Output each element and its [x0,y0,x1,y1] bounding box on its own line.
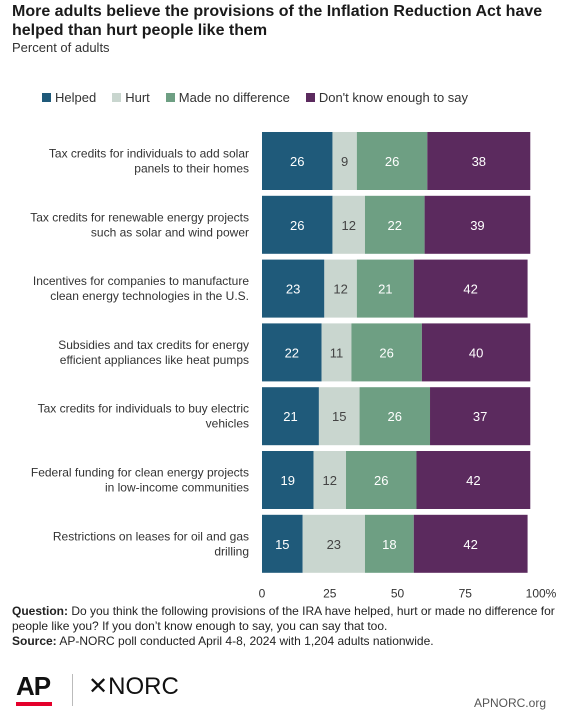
source-text: AP-NORC poll conducted April 4-8, 2024 w… [56,634,434,648]
bar-helped [262,514,303,573]
bar-made-no-difference [364,514,414,573]
data-label: 12 [323,473,337,488]
stacked-bar-chart: Tax credits for individuals to add solar… [30,132,557,600]
bar-helped [262,195,333,254]
data-label: 15 [332,409,346,424]
bar-don-t-know-enough-to-say [424,195,531,254]
footer-notes: Question: Do you think the following pro… [12,604,557,649]
data-label: 42 [463,537,477,552]
legend-swatch-hurt [112,93,122,102]
source-note: Source: AP-NORC poll conducted April 4-8… [12,634,557,649]
data-label: 21 [378,282,392,297]
question-text: Do you think the following provisions of… [12,604,555,633]
data-label: 11 [330,345,344,360]
bar-hurt [321,323,352,382]
data-label: 42 [463,282,477,297]
question-note: Question: Do you think the following pro… [12,604,557,634]
question-label: Question: [12,604,68,618]
bar-hurt [302,514,365,573]
ap-logo: AP [16,671,51,701]
site-url: APNORC.org [473,696,546,710]
bar-don-t-know-enough-to-say [427,132,531,190]
data-label: 42 [466,473,480,488]
category-label: Incentives for companies to manufacture c… [33,274,249,303]
data-label: 12 [341,218,355,233]
legend-swatch-no-difference [165,93,175,102]
legend-item-dont-know: Don't know enough to say [305,90,469,105]
x-tick-label: 0 [259,587,266,600]
data-label: 26 [290,218,304,233]
data-label: 9 [341,154,348,169]
data-label: 15 [275,537,289,552]
source-label: Source: [12,634,57,648]
bar-made-no-difference [346,451,417,509]
legend-label-helped: Helped [55,90,97,105]
data-label: 12 [333,282,347,297]
logo-divider [72,674,73,706]
bar-made-no-difference [356,259,414,318]
bar-don-t-know-enough-to-say [430,387,531,446]
category-label: Subsidies and tax credits for energy effi… [58,338,249,367]
data-label: 26 [388,409,402,424]
data-label: 26 [374,473,388,488]
data-label: 26 [385,154,399,169]
bar-made-no-difference [359,387,431,446]
data-label: 19 [281,473,295,488]
data-label: 23 [327,537,341,552]
data-label: 26 [379,345,393,360]
bar-helped [262,259,325,318]
legend-label-dont-know: Don't know enough to say [318,90,469,105]
bar-helped [262,451,314,509]
data-label: 26 [290,154,304,169]
x-tick-label: 75 [459,587,473,600]
chart-subtitle: Percent of adults [12,40,110,55]
data-label: 23 [286,282,300,297]
bar-made-no-difference [356,132,428,190]
norc-logo: ✕NORC [88,673,179,700]
legend-label-no-difference: Made no difference [178,90,290,105]
bar-don-t-know-enough-to-say [416,451,531,509]
bar-helped [262,323,322,382]
bar-hurt [313,451,347,509]
bar-made-no-difference [364,195,425,254]
bar-don-t-know-enough-to-say [421,323,531,382]
x-tick-label: 100% [526,587,557,600]
bar-helped [262,387,319,446]
x-tick-label: 25 [323,587,337,600]
bar-hurt [332,195,365,254]
legend-swatch-dont-know [305,93,315,102]
category-label: Federal funding for clean energy project… [31,466,249,495]
category-label: Tax credits for individuals to add solar… [49,147,249,176]
bar-hurt [332,132,357,190]
bar-helped [262,132,333,190]
legend-item-helped: Helped [42,90,96,105]
data-label: 18 [382,537,396,552]
category-label: Restrictions on leases for oil and gas dr… [53,529,249,558]
data-label: 21 [283,409,297,424]
data-label: 38 [472,154,486,169]
x-tick-label: 50 [391,587,405,600]
legend: Helped Hurt Made no difference Don't kno… [42,90,484,105]
bar-don-t-know-enough-to-say [413,514,528,573]
legend-item-no-difference: Made no difference [165,90,290,105]
data-label: 40 [469,345,483,360]
chart-title: More adults believe the provisions of th… [12,3,543,39]
category-label: Tax credits for individuals to buy elect… [38,402,249,431]
ap-logo-underline [16,702,52,706]
bar-hurt [324,259,357,318]
legend-label-hurt: Hurt [125,90,150,105]
data-label: 22 [285,345,299,360]
data-label: 39 [470,218,484,233]
category-label: Tax credits for renewable energy project… [30,210,249,239]
bar-don-t-know-enough-to-say [413,259,528,318]
data-label: 22 [388,218,402,233]
bar-made-no-difference [351,323,422,382]
legend-item-hurt: Hurt [112,90,150,105]
legend-swatch-helped [42,93,51,102]
data-label: 37 [473,409,487,424]
bar-hurt [318,387,360,446]
